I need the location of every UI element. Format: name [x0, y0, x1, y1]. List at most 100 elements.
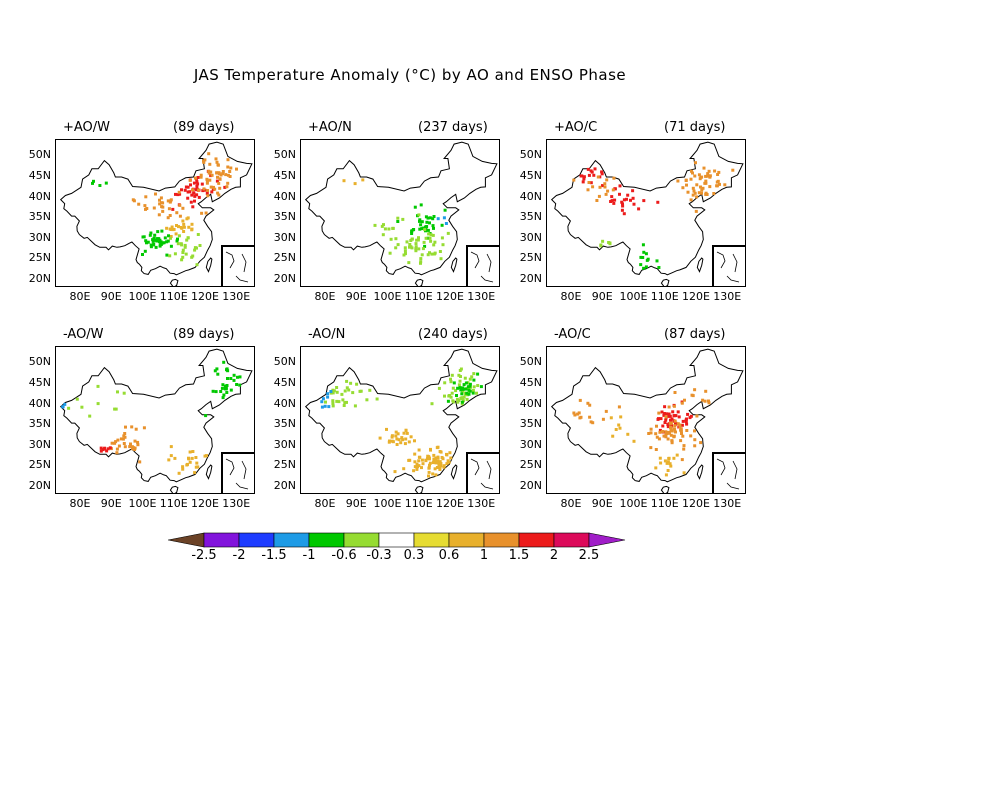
station-marker — [467, 392, 471, 396]
station-marker — [606, 189, 610, 193]
station-marker — [464, 387, 468, 391]
station-marker — [347, 388, 351, 392]
station-marker — [335, 386, 339, 389]
inset-coastline — [716, 251, 740, 283]
station-marker — [429, 233, 433, 237]
station-marker — [609, 200, 613, 203]
station-marker — [405, 240, 409, 244]
colorbar-high-arrow — [588, 532, 626, 548]
station-marker — [670, 439, 674, 443]
hainan-outline — [660, 485, 670, 493]
station-marker — [420, 458, 424, 462]
station-marker — [458, 369, 462, 372]
station-marker — [208, 178, 212, 182]
station-marker — [215, 367, 219, 371]
station-marker — [423, 228, 427, 232]
station-marker — [173, 456, 177, 460]
hainan-outline — [414, 278, 424, 286]
station-marker — [222, 360, 226, 364]
station-marker — [228, 175, 232, 178]
station-marker — [676, 410, 680, 414]
latitude-tick-label: 45N — [519, 169, 542, 182]
station-marker — [434, 473, 438, 477]
station-marker — [699, 441, 703, 445]
latitude-tick-label: 25N — [273, 251, 296, 265]
station-marker — [689, 177, 693, 181]
colorbar-tick-label: 1.5 — [508, 548, 530, 563]
station-marker — [435, 446, 439, 450]
station-marker — [662, 412, 666, 415]
taiwan-outline — [696, 464, 704, 480]
station-marker — [698, 177, 702, 181]
station-marker — [193, 471, 197, 475]
longitude-tick-label: 110E — [650, 497, 679, 510]
station-marker — [700, 188, 704, 192]
latitude-tick-label: 45N — [28, 169, 51, 182]
station-marker — [414, 247, 418, 251]
colorbar-tick-label: -1.5 — [261, 548, 287, 563]
station-marker — [204, 414, 208, 418]
station-marker — [205, 179, 209, 183]
station-marker — [130, 425, 134, 429]
station-marker — [621, 202, 624, 206]
station-marker — [426, 216, 430, 220]
station-marker — [467, 388, 471, 392]
station-marker — [98, 184, 102, 187]
station-marker — [622, 212, 626, 216]
station-marker — [403, 442, 407, 446]
station-marker — [699, 185, 702, 189]
station-marker — [586, 167, 590, 171]
station-marker — [185, 238, 189, 242]
station-marker — [181, 465, 185, 469]
station-marker — [165, 240, 169, 244]
station-marker — [427, 470, 431, 474]
station-marker — [573, 413, 577, 417]
station-marker — [669, 421, 673, 425]
station-marker — [600, 172, 604, 176]
station-marker — [704, 181, 708, 185]
station-marker — [459, 375, 462, 378]
station-marker — [193, 194, 197, 198]
station-marker — [168, 200, 172, 204]
station-marker — [468, 384, 472, 388]
station-marker — [129, 442, 132, 446]
station-marker — [177, 190, 181, 194]
station-marker — [191, 450, 195, 453]
station-marker — [461, 389, 465, 393]
station-marker — [657, 411, 661, 415]
latitude-tick-label: 35N — [28, 210, 51, 224]
station-marker — [92, 179, 95, 183]
station-marker — [644, 252, 648, 256]
station-marker — [693, 174, 697, 178]
station-marker — [75, 397, 79, 401]
station-marker — [181, 251, 185, 254]
station-marker — [335, 399, 339, 403]
station-marker — [388, 251, 392, 255]
station-marker — [588, 403, 592, 407]
station-marker — [177, 234, 181, 238]
station-marker — [611, 434, 615, 438]
station-marker — [450, 391, 454, 395]
station-marker — [159, 196, 163, 200]
station-marker — [190, 193, 194, 197]
station-marker — [185, 463, 189, 467]
station-marker — [188, 450, 192, 454]
station-marker — [701, 398, 705, 402]
station-marker — [428, 236, 432, 240]
station-marker — [381, 233, 385, 237]
station-marker — [664, 415, 668, 419]
station-marker — [677, 415, 681, 419]
station-marker — [609, 416, 613, 420]
station-marker — [465, 391, 469, 395]
colorbar-segment — [413, 532, 450, 548]
station-marker — [706, 174, 710, 178]
panel-phase-label: +AO/C — [554, 120, 598, 135]
station-marker — [642, 250, 646, 254]
station-marker — [426, 236, 430, 240]
station-marker — [431, 472, 435, 476]
station-marker — [228, 170, 232, 173]
station-marker — [443, 208, 447, 212]
station-marker — [417, 459, 421, 463]
station-marker — [238, 383, 242, 387]
station-marker — [216, 175, 219, 179]
